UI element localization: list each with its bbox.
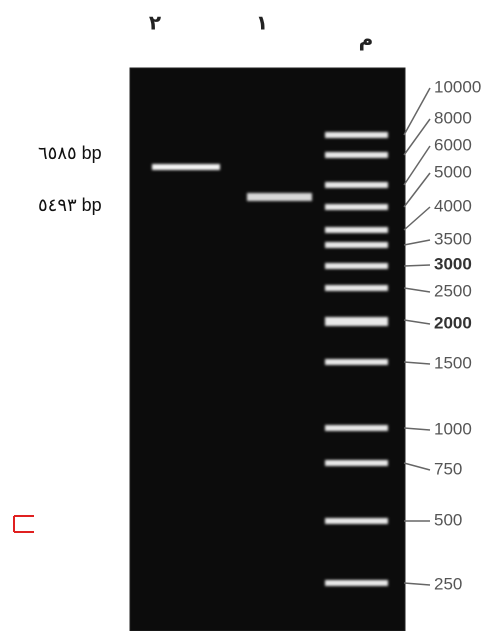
ladder-band: [325, 425, 388, 431]
connector: [404, 240, 430, 245]
lane-label: م: [359, 27, 374, 51]
band-label: ٦٥٨٥ bp: [38, 143, 102, 163]
connector: [404, 463, 430, 470]
ladder-band: [325, 263, 388, 269]
ladder-label: 2000: [434, 313, 472, 332]
red-mark: [14, 516, 34, 532]
ladder-label: 3500: [434, 229, 472, 248]
ladder-label: 2500: [434, 281, 472, 300]
ladder-band: [325, 359, 388, 365]
connector: [404, 583, 430, 585]
ladder-label: 5000: [434, 162, 472, 181]
connector: [404, 88, 430, 135]
connector: [404, 428, 430, 430]
ladder-label: 6000: [434, 135, 472, 154]
ladder-band: [325, 227, 388, 233]
ladder-label: 8000: [434, 108, 472, 127]
ladder-band: [325, 580, 388, 586]
ladder-band: [325, 152, 388, 158]
band: [247, 193, 312, 201]
connector: [404, 320, 430, 324]
connector: [404, 265, 430, 266]
gel-figure: ٢ ١ م ٦٥٨٥ bp ٥٤٩٣ bp 10000 8000 6000 5000 4…: [0, 0, 503, 631]
ladder-band: [325, 132, 388, 138]
connector: [404, 288, 430, 292]
ladder-label: 500: [434, 510, 462, 529]
ladder-band: [325, 182, 388, 188]
band: [152, 164, 220, 170]
band-label: ٥٤٩٣ bp: [38, 195, 102, 215]
ladder-label: 4000: [434, 196, 472, 215]
connector: [404, 362, 430, 364]
ladder-label: 10000: [434, 77, 481, 96]
connector: [404, 119, 430, 155]
ladder-band: [325, 242, 388, 248]
ladder-band: [325, 518, 388, 524]
connector: [404, 207, 430, 230]
ladder-band: [325, 317, 388, 326]
lane-label: ١: [256, 11, 268, 35]
lane-label: ٢: [149, 11, 161, 35]
ladder-label: 250: [434, 574, 462, 593]
ladder-band: [325, 285, 388, 291]
ladder-label: 3000: [434, 254, 472, 273]
ladder-label: 750: [434, 459, 462, 478]
ladder-label: 1500: [434, 353, 472, 372]
ladder-band: [325, 460, 388, 466]
ladder-label: 1000: [434, 419, 472, 438]
ladder-band: [325, 204, 388, 210]
